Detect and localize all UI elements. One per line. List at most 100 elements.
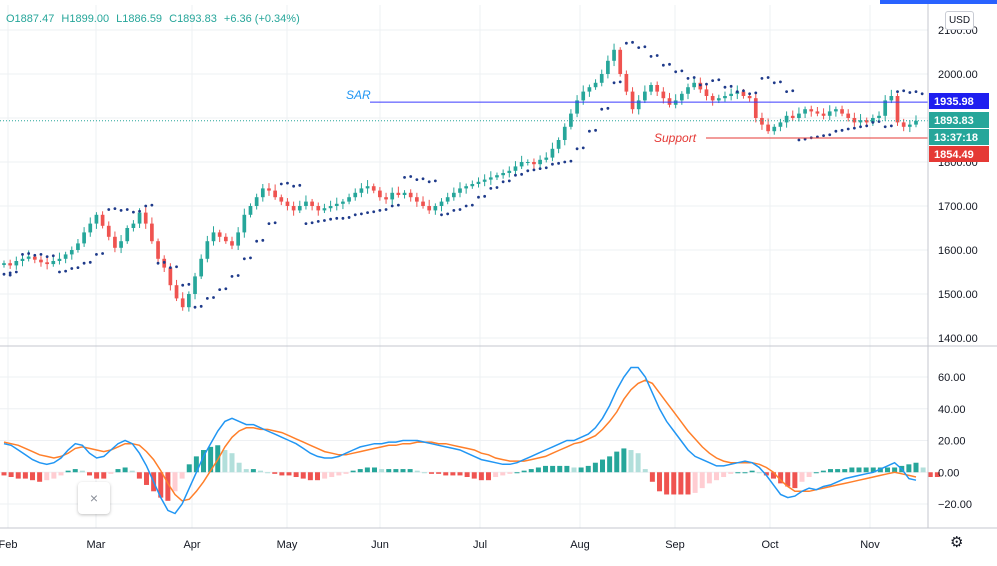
macd-histogram-bar xyxy=(820,470,826,473)
candle-body xyxy=(593,82,598,88)
candle xyxy=(82,227,86,247)
macd-histogram-bar xyxy=(243,469,249,473)
candle-body xyxy=(877,115,881,118)
macd-histogram-bar xyxy=(514,472,520,474)
candle xyxy=(45,257,49,270)
sar-dot xyxy=(600,107,604,111)
macd-histogram-bar xyxy=(728,472,734,474)
currency-button[interactable]: USD xyxy=(945,11,974,30)
candle-body xyxy=(667,98,672,105)
macd-histogram-bar xyxy=(699,472,705,489)
macd-histogram-bar xyxy=(635,453,641,473)
candle xyxy=(26,250,31,262)
candle-body xyxy=(630,91,635,110)
macd-histogram-bar xyxy=(343,472,349,474)
sar-dot xyxy=(150,203,154,207)
sar-dot xyxy=(113,207,117,211)
candle xyxy=(217,229,222,243)
sar-dot xyxy=(218,288,222,291)
sar-dot xyxy=(902,89,906,93)
sar-dot xyxy=(249,256,252,260)
candle xyxy=(445,192,450,205)
candle xyxy=(279,194,284,206)
sar-dot xyxy=(168,266,172,269)
candle-body xyxy=(753,98,758,118)
candle xyxy=(291,201,296,216)
macd-histogram-bar xyxy=(315,472,320,481)
candle xyxy=(538,155,542,170)
sar-dot xyxy=(384,208,388,211)
candle-body xyxy=(606,60,610,74)
sar-dot xyxy=(772,81,776,85)
macd-histogram-bar xyxy=(129,470,135,473)
sar-dot xyxy=(360,212,363,216)
sar-dot xyxy=(526,169,530,173)
candle-body xyxy=(150,223,154,242)
candle xyxy=(248,203,253,218)
candle xyxy=(587,84,592,97)
candle-body xyxy=(131,223,136,228)
candle xyxy=(649,82,653,96)
candle xyxy=(193,272,197,300)
candle-body xyxy=(550,148,555,158)
candle-body xyxy=(297,206,302,211)
candle-body xyxy=(889,96,894,101)
candle-body xyxy=(316,206,321,211)
candle-body xyxy=(883,100,888,116)
sar-dot xyxy=(507,179,511,183)
candle-body xyxy=(575,100,579,114)
candle xyxy=(334,197,339,211)
candle xyxy=(421,196,425,209)
sar-dot xyxy=(477,195,480,199)
sar-dot xyxy=(45,255,49,258)
candle xyxy=(655,81,660,96)
candle xyxy=(864,117,869,126)
sar-dot xyxy=(144,204,148,208)
sar-dot xyxy=(889,124,893,128)
macd-histogram-bar xyxy=(65,470,71,473)
candle xyxy=(88,217,93,237)
macd-histogram-bar xyxy=(535,467,541,473)
candle xyxy=(562,123,567,146)
macd-histogram-bar xyxy=(493,472,499,478)
candle xyxy=(39,256,43,267)
candle-body xyxy=(205,241,210,259)
candle xyxy=(223,233,228,244)
candle-body xyxy=(242,214,247,233)
candle xyxy=(199,254,204,280)
macd-histogram-bar xyxy=(607,456,613,473)
macd-histogram-bar xyxy=(471,472,477,479)
sar-dot xyxy=(483,194,487,198)
candle-body xyxy=(470,184,475,187)
sar-dot xyxy=(329,217,332,221)
candle-body xyxy=(156,241,160,259)
macd-histogram-bar xyxy=(101,472,107,479)
settings-gear-icon[interactable]: ⚙ xyxy=(950,534,964,551)
candle-body xyxy=(710,96,715,101)
support-level-label-box xyxy=(929,146,989,162)
candle-body xyxy=(279,197,284,202)
candle xyxy=(686,83,690,100)
candle-body xyxy=(82,232,86,244)
candle-body xyxy=(187,294,191,308)
candle xyxy=(704,83,709,101)
sar-dot xyxy=(692,76,696,79)
sar-dot xyxy=(649,55,653,58)
macd-histogram-bar xyxy=(336,472,342,476)
candle-body xyxy=(26,256,31,259)
sar-dot xyxy=(255,239,259,243)
close-icon[interactable]: × xyxy=(78,482,110,514)
sar-dot xyxy=(33,253,37,257)
candle-body xyxy=(199,258,204,277)
macd-histogram-bar xyxy=(329,472,335,478)
candle-body xyxy=(168,267,173,286)
candle-body xyxy=(20,258,25,261)
candle xyxy=(753,93,758,123)
sar-dot xyxy=(390,204,394,208)
macd-histogram-bar xyxy=(521,470,527,473)
sar-dot xyxy=(101,252,104,255)
sar-dot xyxy=(532,168,536,172)
signal-line xyxy=(3,379,917,502)
